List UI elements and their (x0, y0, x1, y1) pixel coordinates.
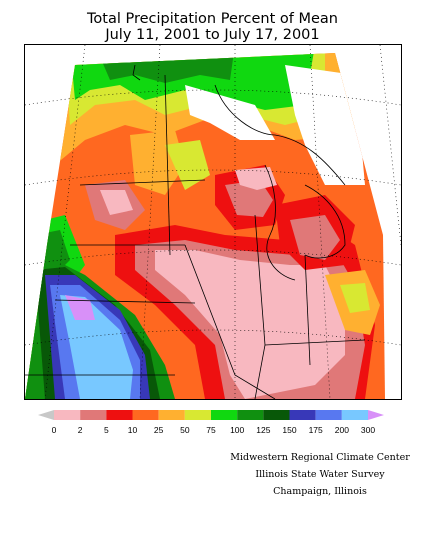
precipitation-map-graphic (25, 45, 401, 399)
legend-high-arrow (368, 410, 384, 420)
legend-label: 5 (104, 425, 109, 435)
legend-label: 75 (206, 425, 216, 435)
legend-label: 300 (361, 425, 375, 435)
legend-swatch (237, 410, 264, 420)
legend-label: 175 (309, 425, 323, 435)
legend-swatch (132, 410, 159, 420)
legend-swatch (158, 410, 185, 420)
legend-label: 50 (180, 425, 190, 435)
credit-line-3: Champaign, Illinois (273, 486, 367, 497)
map-title-line2: July 11, 2001 to July 17, 2001 (105, 27, 320, 43)
legend-low-arrow (38, 410, 54, 420)
legend-label: 200 (335, 425, 349, 435)
color-legend: 0 2 5 10 25 50 75 100 125 150 175 200 300 (38, 410, 384, 435)
legend-label: 0 (52, 425, 57, 435)
legend-label: 10 (128, 425, 138, 435)
legend-swatch (80, 410, 107, 420)
legend-swatch (211, 410, 238, 420)
legend-swatch (341, 410, 368, 420)
credit-line-1: Midwestern Regional Climate Center (230, 452, 410, 463)
legend-swatch (263, 410, 290, 420)
legend-label: 25 (154, 425, 164, 435)
legend-label: 2 (78, 425, 83, 435)
legend-label: 100 (230, 425, 244, 435)
precipitation-map (24, 44, 402, 400)
legend-swatch (315, 410, 342, 420)
legend-swatch (289, 410, 316, 420)
credit-line-2: Illinois State Water Survey (255, 469, 385, 480)
legend-label: 150 (282, 425, 296, 435)
legend-swatch (106, 410, 133, 420)
legend-swatch (184, 410, 211, 420)
legend-label: 125 (256, 425, 270, 435)
map-title-line1: Total Precipitation Percent of Mean (87, 11, 338, 27)
legend-swatch (54, 410, 81, 420)
